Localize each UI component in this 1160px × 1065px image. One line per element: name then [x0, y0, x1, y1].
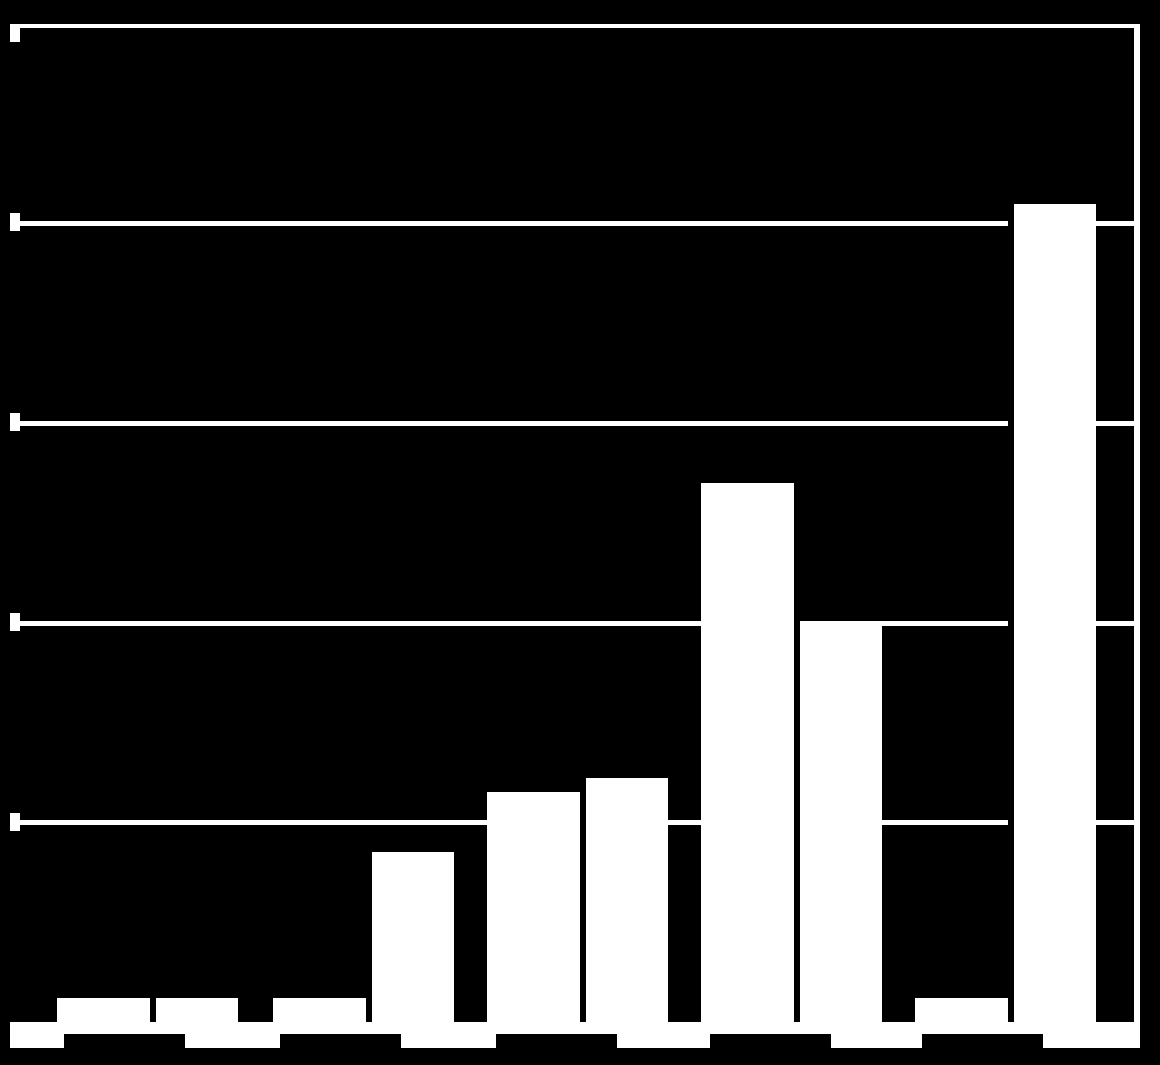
y-tick [10, 24, 20, 42]
bar-series-b [1014, 204, 1096, 1022]
bar-series-a [915, 998, 1008, 1022]
floor-notch [64, 1034, 185, 1048]
bar-series-b [372, 852, 454, 1022]
gridline [10, 621, 1140, 626]
floor-notch [280, 1034, 401, 1048]
gridline [10, 421, 1140, 426]
bar-series-b [156, 998, 238, 1022]
y-tick [10, 213, 20, 231]
bar-series-a [273, 998, 366, 1022]
bar-series-b [800, 623, 882, 1022]
y-tick [10, 613, 20, 631]
bar-series-a [487, 792, 580, 1022]
bar-chart [10, 24, 1140, 1048]
bar-series-a [57, 998, 150, 1022]
plot-area [10, 24, 1140, 1048]
floor-notch [922, 1034, 1043, 1048]
gridline [10, 221, 1140, 226]
bar-series-b [586, 778, 668, 1022]
y-tick [10, 413, 20, 431]
frame-right [1134, 24, 1140, 1048]
frame-top [10, 24, 1140, 28]
floor-notch [496, 1034, 617, 1048]
floor-notch [710, 1034, 831, 1048]
y-tick [10, 813, 20, 831]
bar-series-a [701, 483, 794, 1022]
